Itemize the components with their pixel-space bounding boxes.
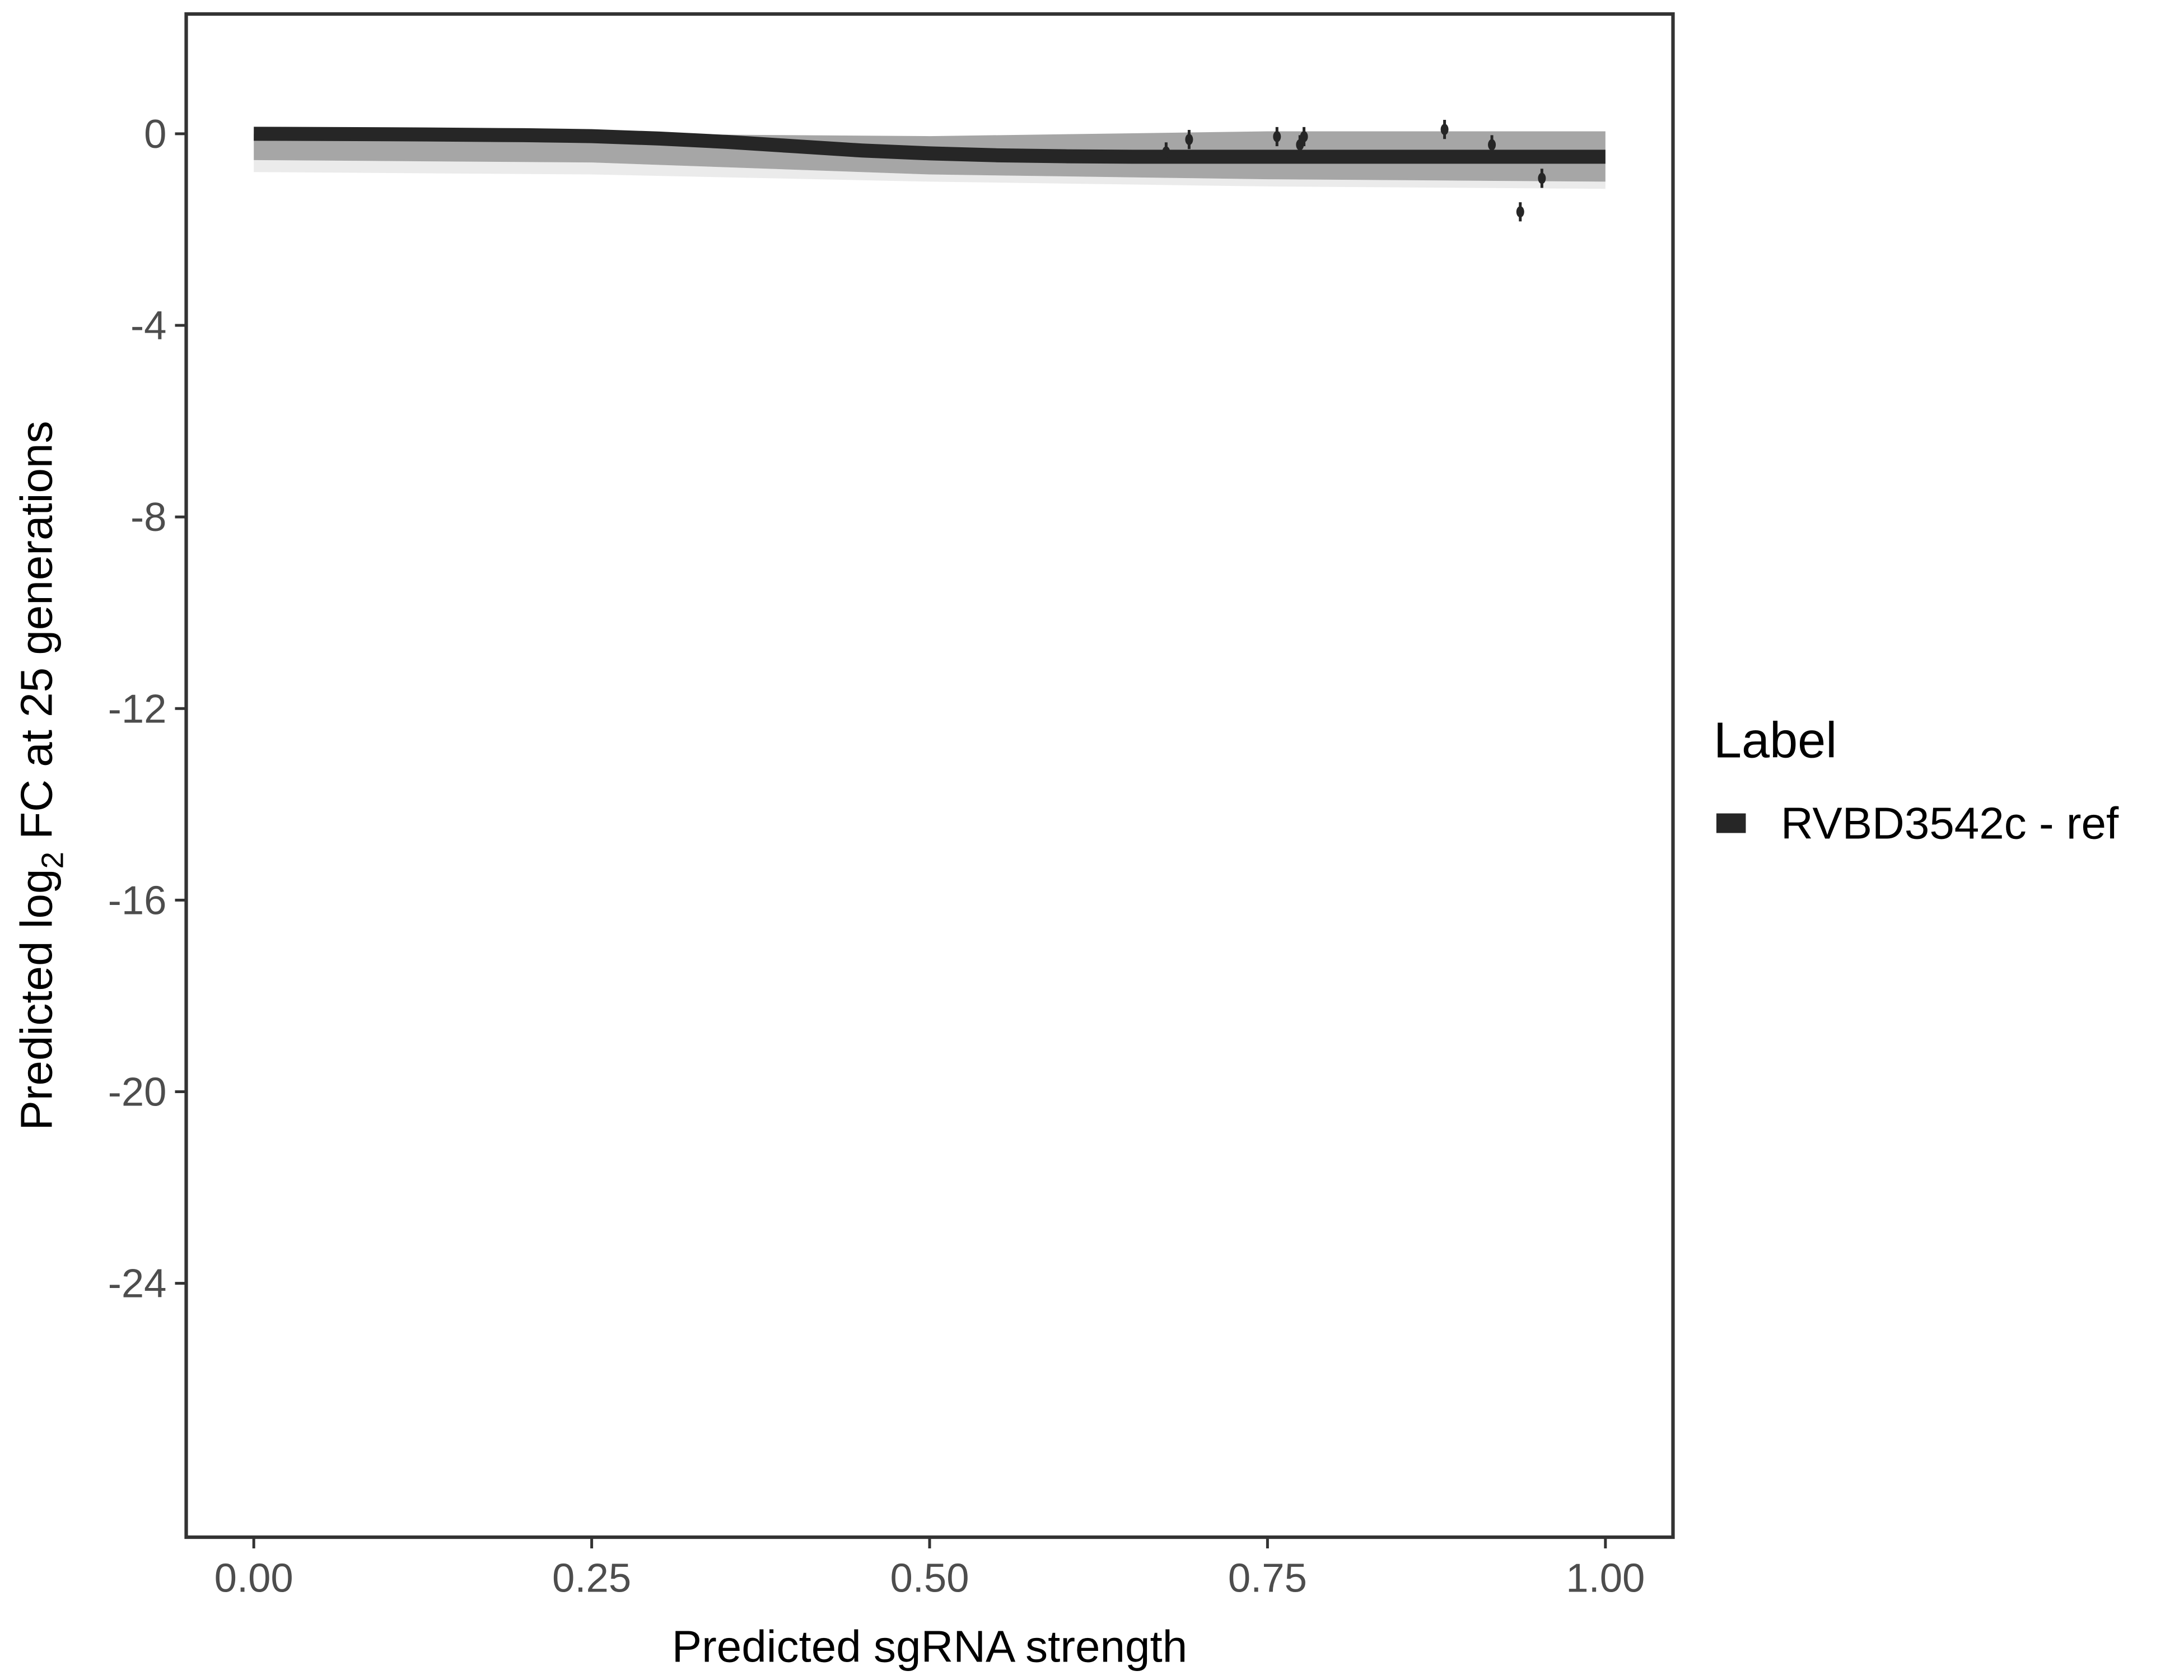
- legend-title: Label: [1714, 713, 1837, 769]
- x-tick-label: 0.75: [1228, 1556, 1307, 1601]
- x-tick-label: 0.00: [214, 1556, 293, 1601]
- fit-line: [254, 127, 1606, 164]
- y-tick-label: -8: [130, 494, 166, 540]
- data-point: [1273, 130, 1281, 142]
- faint-ribbon: [254, 160, 1606, 189]
- y-tick-label: -12: [108, 686, 167, 731]
- data-point: [1516, 206, 1524, 218]
- legend-key: [1716, 813, 1746, 833]
- x-tick-label: 0.50: [890, 1556, 969, 1601]
- data-point: [1185, 134, 1193, 146]
- y-tick-label: -20: [108, 1070, 167, 1115]
- y-tick-label: -16: [108, 878, 167, 923]
- data-point: [1538, 172, 1546, 184]
- data-point: [1488, 139, 1496, 151]
- x-axis-title: Predicted sgRNA strength: [672, 1622, 1187, 1672]
- x-axis: 0.00 0.25 0.50 0.75 1.00: [214, 1537, 1645, 1601]
- data-point: [1162, 146, 1170, 158]
- legend: Label RVBD3542c - ref: [1714, 713, 2119, 848]
- plot-area: [254, 120, 1606, 222]
- data-point: [1300, 130, 1308, 142]
- y-tick-label: -4: [130, 303, 166, 348]
- y-tick-label: -24: [108, 1261, 167, 1306]
- x-tick-label: 1.00: [1566, 1556, 1645, 1601]
- data-point: [1440, 124, 1449, 136]
- y-axis: 0 -4 -8 -12 -16 -20 -24: [108, 111, 186, 1306]
- data-point: [1296, 139, 1304, 151]
- panel-border: [184, 12, 1675, 1539]
- legend-label: RVBD3542c - ref: [1781, 799, 2119, 848]
- x-tick-label: 0.25: [552, 1556, 631, 1601]
- y-axis-title: Predicted log2 FC at 25 generations: [11, 421, 69, 1131]
- y-tick-label: 0: [144, 111, 166, 157]
